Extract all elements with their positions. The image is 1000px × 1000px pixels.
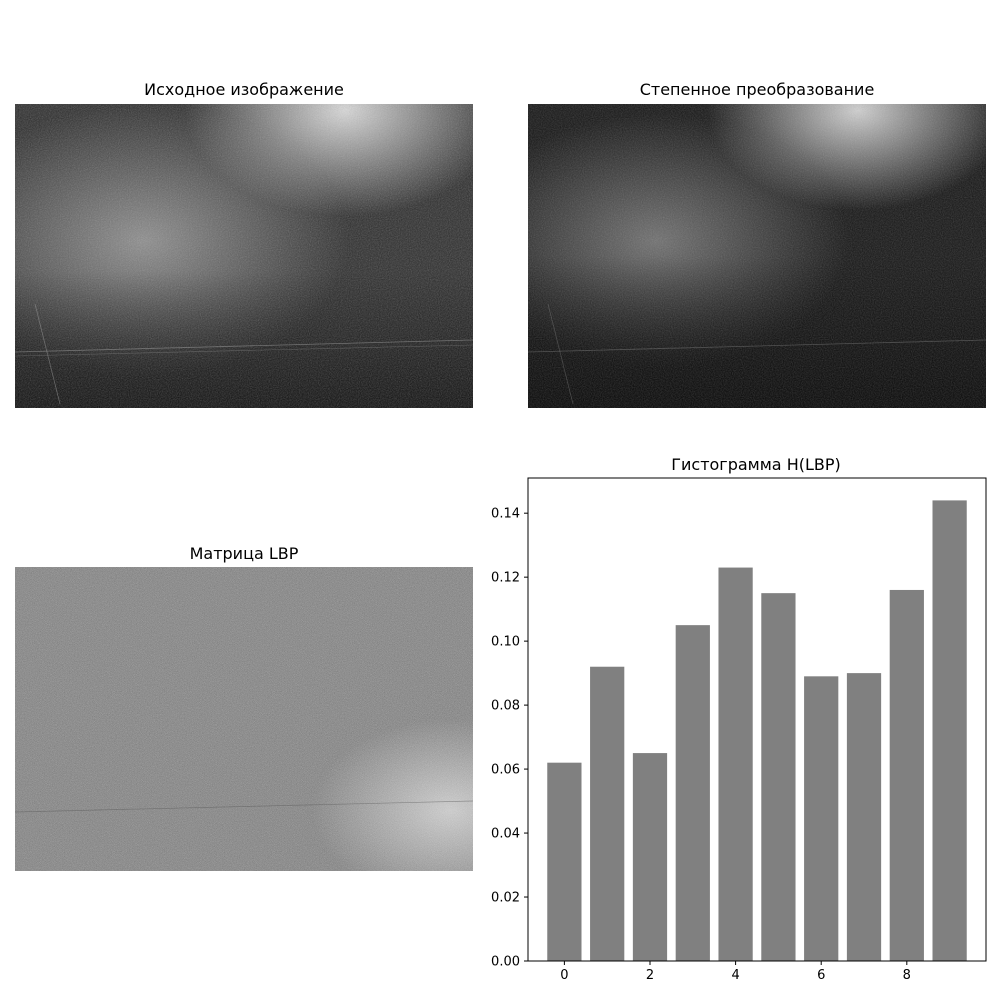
bar-8: [890, 590, 924, 961]
x-tick-label: 4: [731, 968, 739, 983]
bar-4: [718, 568, 752, 961]
bar-9: [932, 500, 966, 961]
bar-7: [847, 673, 881, 961]
x-tick-label: 2: [646, 968, 654, 983]
x-tick-label: 0: [560, 968, 568, 983]
bar-5: [761, 593, 795, 961]
bar-1: [590, 667, 624, 961]
y-tick-label: 0.00: [491, 955, 520, 970]
y-tick-label: 0.08: [491, 699, 520, 714]
x-tick-label: 8: [903, 968, 911, 983]
bar-2: [633, 753, 667, 961]
bar-0: [547, 763, 581, 961]
y-tick-label: 0.02: [491, 891, 520, 906]
chart-title: Гистограмма H(LBP): [671, 455, 841, 474]
y-tick-label: 0.14: [491, 507, 520, 522]
y-tick-label: 0.10: [491, 635, 520, 650]
bar-6: [804, 676, 838, 961]
y-tick-label: 0.06: [491, 763, 520, 778]
x-tick-label: 6: [817, 968, 825, 983]
bar-3: [676, 625, 710, 961]
y-tick-label: 0.04: [491, 827, 520, 842]
y-tick-label: 0.12: [491, 571, 520, 586]
